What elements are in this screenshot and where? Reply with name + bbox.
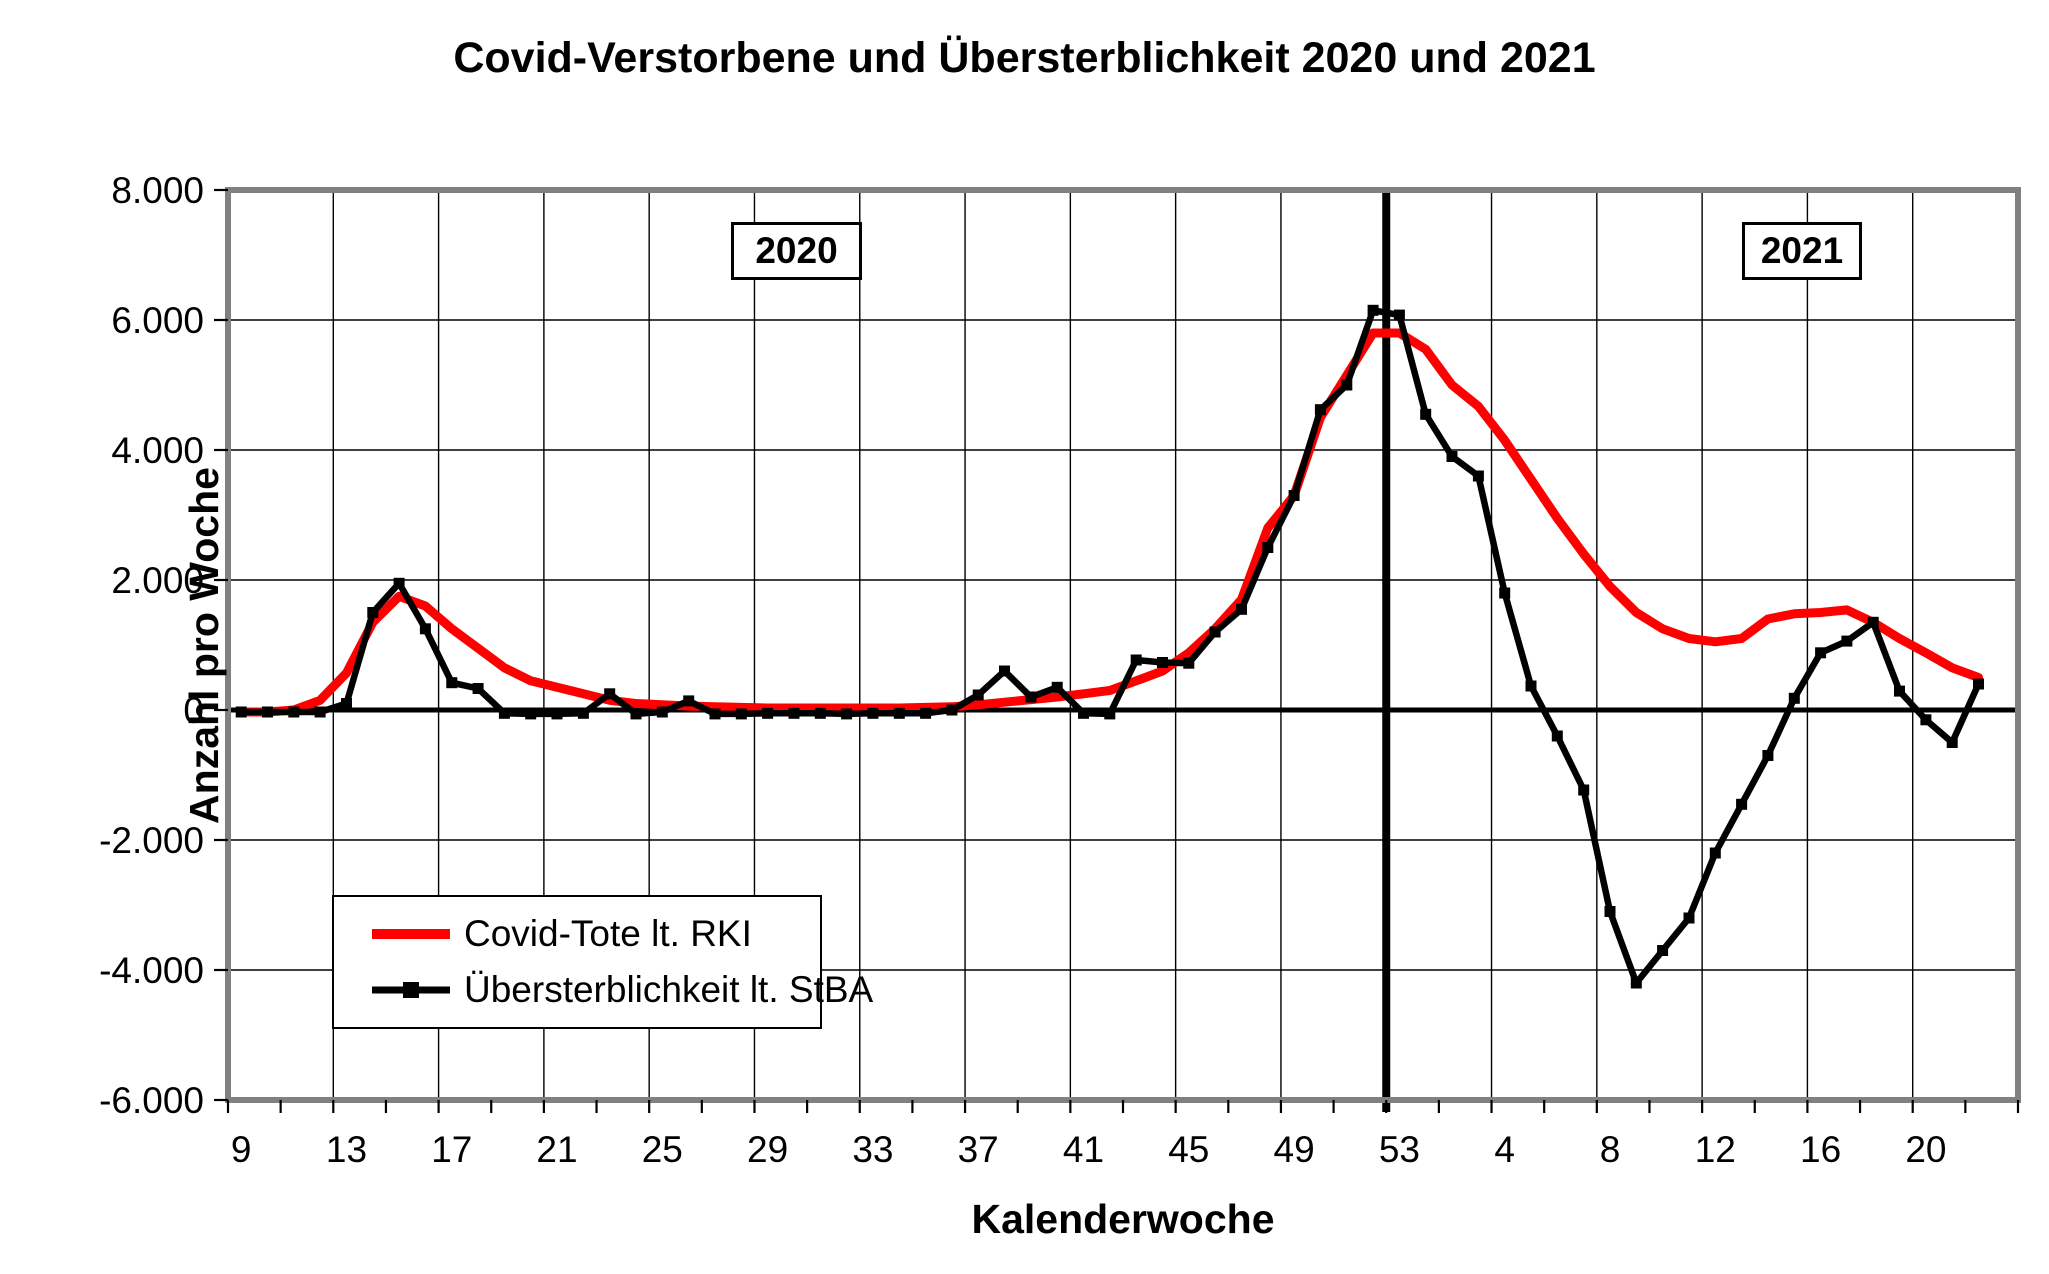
svg-text:45: 45 <box>1168 1129 1209 1170</box>
svg-text:4.000: 4.000 <box>111 430 204 471</box>
legend-label-uebersterblichkeit: Übersterblichkeit lt. StBA <box>464 969 874 1010</box>
svg-text:17: 17 <box>431 1129 472 1170</box>
svg-text:21: 21 <box>536 1129 577 1170</box>
year-label-2021: 2021 <box>1760 230 1844 271</box>
svg-text:-4.000: -4.000 <box>99 950 204 991</box>
legend-item-covid-tote: Covid-Tote lt. RKI <box>334 909 820 959</box>
legend-item-uebersterblichkeit: Übersterblichkeit lt. StBA <box>334 965 873 1015</box>
svg-text:4: 4 <box>1494 1129 1515 1170</box>
svg-text:49: 49 <box>1274 1129 1315 1170</box>
x-tick-labels: 9 13 17 21 25 29 33 37 41 45 49 53 4 8 12 16 20 <box>231 1129 1947 1170</box>
svg-text:12: 12 <box>1695 1129 1736 1170</box>
uebersterblichkeit-markers <box>235 304 1984 989</box>
svg-text:13: 13 <box>326 1129 367 1170</box>
svg-text:33: 33 <box>852 1129 893 1170</box>
svg-text:20: 20 <box>1905 1129 1946 1170</box>
uebersterblichkeit-line <box>241 307 1982 987</box>
chart-title: Covid-Verstorbene und Übersterblichkeit … <box>453 34 1596 82</box>
x-axis-title: Kalenderwoche <box>971 1196 1275 1242</box>
year-box-2020: 2020 <box>731 222 862 280</box>
svg-text:-2.000: -2.000 <box>99 820 204 861</box>
svg-text:-6.000: -6.000 <box>99 1080 204 1121</box>
legend-box: Covid-Tote lt. RKI Übersterblichkeit lt.… <box>332 895 873 1029</box>
y-axis-ticks <box>214 188 228 1102</box>
svg-text:8.000: 8.000 <box>111 170 204 211</box>
svg-text:41: 41 <box>1063 1129 1104 1170</box>
legend-label-covid-tote: Covid-Tote lt. RKI <box>464 913 752 954</box>
svg-text:37: 37 <box>958 1129 999 1170</box>
black-line-square-swatch-icon <box>372 981 450 999</box>
svg-text:16: 16 <box>1800 1129 1841 1170</box>
svg-text:2.000: 2.000 <box>111 560 204 601</box>
year-label-2020: 2020 <box>755 230 838 271</box>
horizontal-gridlines <box>228 319 2018 971</box>
covid-tote-line <box>236 328 1983 717</box>
red-line-swatch-icon <box>372 925 450 943</box>
svg-text:0: 0 <box>183 690 204 731</box>
svg-text:8: 8 <box>1600 1129 1621 1170</box>
svg-text:25: 25 <box>642 1129 683 1170</box>
y-tick-labels: 8.000 6.000 4.000 2.000 0 -2.000 -4.000 -6.000 <box>99 170 204 1121</box>
year-box-2021: 2021 <box>1742 222 1862 280</box>
x-axis-ticks <box>226 1100 2020 1113</box>
svg-text:6.000: 6.000 <box>111 300 204 341</box>
svg-text:29: 29 <box>747 1129 788 1170</box>
svg-text:9: 9 <box>231 1129 252 1170</box>
svg-text:53: 53 <box>1379 1129 1420 1170</box>
